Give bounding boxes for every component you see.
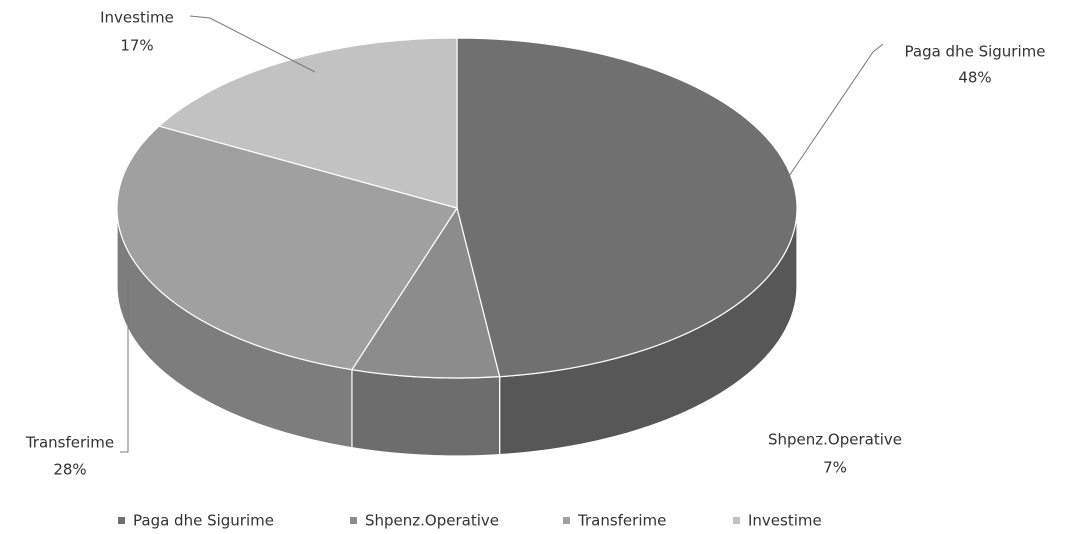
slice-side <box>351 368 501 457</box>
legend-swatch <box>350 517 357 524</box>
slice <box>456 37 798 378</box>
pie <box>116 37 798 457</box>
legend: Paga dhe Sigurime Shpenz.Operative Transfe… <box>118 512 822 530</box>
slice-value-label: 48% <box>958 69 991 87</box>
slice-label: Transferime <box>25 434 114 452</box>
leader-line <box>120 278 129 453</box>
legend-label: Paga dhe Sigurime <box>133 512 274 530</box>
slice-value-label: 7% <box>823 459 847 477</box>
legend-swatch <box>563 517 570 524</box>
leader-line <box>189 15 316 73</box>
legend-swatch <box>733 517 740 524</box>
slice-value-label: 28% <box>53 461 86 479</box>
slice-value-label: 17% <box>120 37 153 55</box>
slice <box>116 125 458 371</box>
legend-label: Shpenz.Operative <box>365 512 499 530</box>
slice <box>350 206 501 379</box>
slice <box>157 37 458 209</box>
legend-swatch <box>118 517 125 524</box>
leader-line <box>784 43 884 183</box>
legend-label: Transferime <box>577 512 666 530</box>
slice-label: Shpenz.Operative <box>768 431 902 449</box>
legend-label: Investime <box>748 512 822 530</box>
slice-label: Investime <box>100 9 174 27</box>
slice-label: Paga dhe Sigurime <box>905 43 1046 61</box>
